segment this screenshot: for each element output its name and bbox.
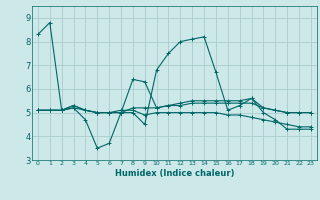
X-axis label: Humidex (Indice chaleur): Humidex (Indice chaleur) <box>115 169 234 178</box>
